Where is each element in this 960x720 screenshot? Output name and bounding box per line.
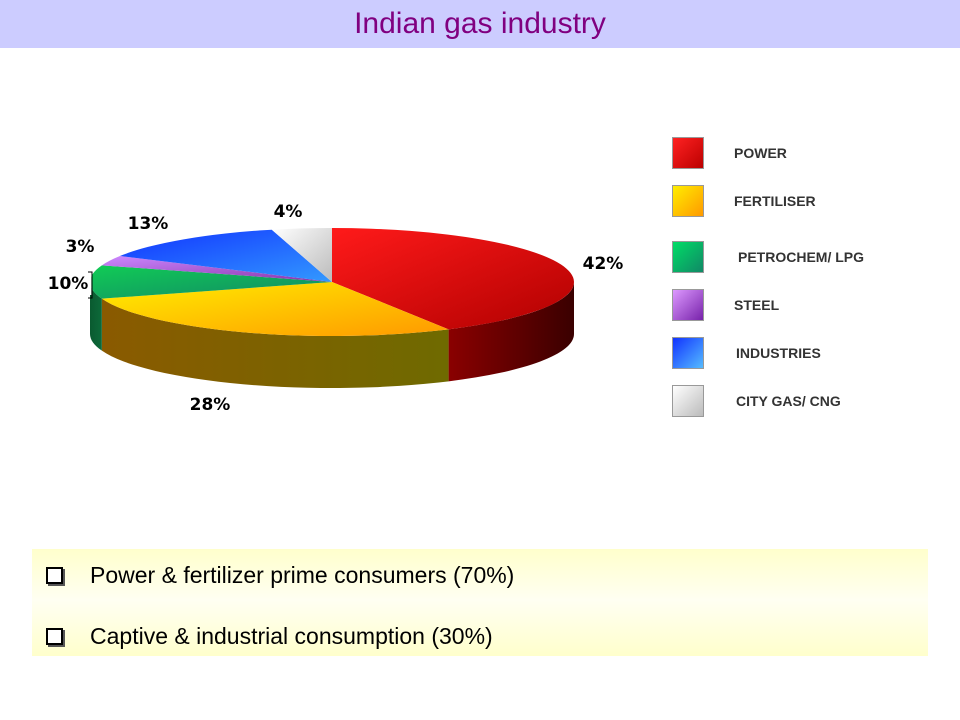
legend-label: FERTILISER	[734, 193, 816, 209]
legend-label: STEEL	[734, 297, 780, 313]
pie-slice-fertiliser	[101, 282, 449, 337]
legend-swatch	[672, 241, 704, 273]
pie-slice-city-gas-cng	[271, 228, 332, 282]
svg-text:3%: 3%	[66, 237, 95, 257]
legend-label: PETROCHEM/ LPG	[738, 249, 865, 265]
svg-text:13%: 13%	[128, 214, 169, 234]
legend-item-fertiliser: FERTILISER	[672, 184, 816, 218]
pie-slice-power	[332, 228, 574, 330]
checkbox-bullet-icon	[46, 566, 63, 584]
pie-label-steel: 3%	[62, 236, 98, 258]
svg-text:10%: 10%	[48, 274, 89, 294]
legend-swatch	[672, 289, 704, 321]
legend-item-city-gas-cng: CITY GAS/ CNG	[672, 384, 841, 418]
bullet-text: Power & fertilizer prime consumers (70%)	[90, 561, 515, 588]
legend-swatch	[672, 137, 704, 169]
pie-slice-steel	[101, 255, 332, 282]
legend-swatch	[672, 385, 704, 417]
legend-item-industries: INDUSTRIES	[672, 336, 821, 370]
legend-swatch	[672, 185, 704, 217]
pie-label-fertiliser: 28%	[186, 394, 234, 416]
pie-chart: 42% 28% 10% 3% 13% 4%	[44, 201, 627, 416]
pie-side-petrochem-lpg	[90, 282, 102, 351]
pie-slice-industries	[119, 229, 333, 282]
pie-label-petrochem-lpg: 10%	[44, 273, 92, 295]
petrochem-leader-line	[88, 271, 93, 299]
legend-item-petrochem-lpg: PETROCHEM/ LPG	[672, 240, 864, 274]
svg-text:42%: 42%	[583, 254, 624, 274]
svg-text:4%: 4%	[274, 202, 303, 222]
pie-side-fertiliser	[101, 298, 449, 388]
legend-label: INDUSTRIES	[736, 345, 821, 361]
title-bar: Indian gas industry	[0, 0, 960, 48]
pie-label-power: 42%	[579, 253, 627, 275]
legend-label: POWER	[734, 145, 787, 161]
pie-label-city-gas-cng: 4%	[270, 201, 306, 223]
legend-item-steel: STEEL	[672, 288, 779, 322]
pie-side-power	[448, 282, 574, 382]
bullet-text: Captive & industrial consumption (30%)	[90, 622, 493, 649]
bullet-item-captive-industrial: Captive & industrial consumption (30%)	[46, 616, 493, 656]
legend-item-power: POWER	[672, 136, 787, 170]
pie-slice-petrochem-lpg	[89, 265, 332, 299]
legend-swatch	[672, 337, 704, 369]
bullet-item-power-fertilizer: Power & fertilizer prime consumers (70%)	[46, 555, 514, 595]
pie-label-industries: 13%	[124, 213, 172, 235]
page-title: Indian gas industry	[354, 7, 606, 40]
checkbox-bullet-icon	[46, 627, 63, 645]
svg-text:28%: 28%	[190, 395, 231, 415]
legend-label: CITY GAS/ CNG	[736, 393, 841, 409]
bullet-box: Power & fertilizer prime consumers (70%)…	[32, 549, 928, 656]
